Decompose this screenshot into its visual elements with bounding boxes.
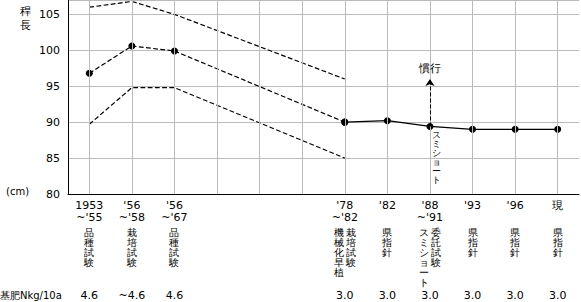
svg-text:験: 験	[83, 257, 94, 268]
svg-text:3.0: 3.0	[464, 289, 482, 302]
svg-text:託: 託	[431, 236, 441, 248]
svg-text:種: 種	[84, 236, 95, 248]
svg-text:培: 培	[126, 236, 137, 248]
svg-text:ト: ト	[432, 175, 441, 185]
svg-text:試: 試	[126, 246, 137, 258]
svg-text:ス: ス	[419, 226, 429, 238]
svg-text:3.0: 3.0	[506, 289, 524, 302]
svg-text:3.0: 3.0	[379, 289, 397, 302]
svg-text:~'58: ~'58	[119, 211, 145, 224]
svg-text:シ: シ	[419, 246, 429, 258]
svg-text:試: 試	[169, 246, 180, 258]
svg-text:ー: ー	[419, 266, 429, 278]
svg-text:ミ: ミ	[432, 139, 442, 150]
svg-text:'78: '78	[336, 198, 354, 212]
svg-text:培: 培	[345, 236, 356, 248]
svg-text:指: 指	[510, 236, 521, 248]
svg-text:試: 試	[431, 246, 441, 258]
svg-text:~'55: ~'55	[76, 211, 102, 224]
svg-text:品: 品	[169, 226, 180, 238]
svg-text:ト: ト	[419, 277, 429, 288]
svg-text:3.0: 3.0	[549, 289, 567, 302]
svg-text:3.0: 3.0	[336, 289, 354, 302]
svg-text:県: 県	[382, 226, 393, 238]
svg-text:~'82: ~'82	[332, 211, 358, 224]
svg-text:シ: シ	[432, 148, 442, 159]
svg-text:機: 機	[333, 226, 344, 238]
svg-text:80: 80	[46, 188, 60, 201]
svg-text:試: 試	[345, 246, 356, 258]
svg-text:4.6: 4.6	[81, 289, 99, 302]
svg-text:栽: 栽	[345, 226, 356, 238]
svg-text:験: 験	[430, 257, 441, 268]
svg-text:長: 長	[20, 19, 31, 32]
svg-text:針: 針	[468, 247, 478, 258]
svg-text:4.6: 4.6	[166, 289, 184, 302]
svg-text:~'67: ~'67	[161, 211, 187, 224]
svg-text:稈: 稈	[20, 5, 31, 18]
svg-text:験: 験	[126, 257, 137, 268]
svg-text:委: 委	[431, 226, 441, 238]
svg-text:90: 90	[46, 116, 60, 129]
svg-text:針: 針	[510, 247, 520, 258]
svg-text:植: 植	[334, 267, 344, 278]
svg-text:ー: ー	[432, 166, 442, 177]
svg-text:試: 試	[84, 246, 95, 258]
svg-text:'82: '82	[379, 199, 396, 212]
svg-text:県: 県	[552, 226, 563, 238]
svg-text:械: 械	[333, 236, 344, 248]
svg-text:種: 種	[169, 236, 180, 248]
svg-text:95: 95	[46, 80, 60, 93]
svg-text:現: 現	[552, 199, 563, 212]
svg-text:'96: '96	[507, 199, 524, 212]
svg-text:ミ: ミ	[419, 236, 429, 248]
svg-text:ョ: ョ	[432, 157, 442, 168]
svg-text:基肥Nkg/10a: 基肥Nkg/10a	[0, 290, 62, 301]
svg-text:指: 指	[467, 236, 478, 248]
svg-text:慣行: 慣行	[418, 62, 441, 75]
svg-text:針: 針	[553, 247, 563, 258]
svg-text:指: 指	[552, 236, 563, 248]
svg-text:化: 化	[333, 246, 344, 258]
svg-text:験: 験	[168, 257, 179, 268]
svg-text:針: 針	[382, 247, 392, 258]
svg-text:~4.6: ~4.6	[119, 289, 146, 302]
svg-text:'88: '88	[421, 198, 439, 212]
svg-text:県: 県	[467, 226, 478, 238]
svg-text:85: 85	[46, 152, 60, 165]
svg-text:100: 100	[39, 44, 60, 57]
svg-text:'56: '56	[123, 198, 141, 212]
svg-text:~'91: ~'91	[417, 211, 443, 224]
svg-text:(cm): (cm)	[6, 186, 29, 197]
svg-text:'56: '56	[165, 198, 183, 212]
svg-text:1953: 1953	[75, 198, 104, 212]
svg-text:県: 県	[510, 226, 521, 238]
svg-text:早: 早	[333, 256, 344, 268]
svg-text:3.0: 3.0	[421, 289, 439, 302]
svg-text:験: 験	[345, 257, 356, 268]
svg-text:105: 105	[39, 8, 60, 21]
svg-text:栽: 栽	[126, 226, 137, 238]
svg-text:'93: '93	[464, 199, 481, 212]
svg-text:品: 品	[84, 226, 95, 238]
svg-text:ス: ス	[432, 130, 442, 141]
svg-text:ョ: ョ	[419, 256, 429, 268]
svg-text:指: 指	[382, 236, 393, 248]
